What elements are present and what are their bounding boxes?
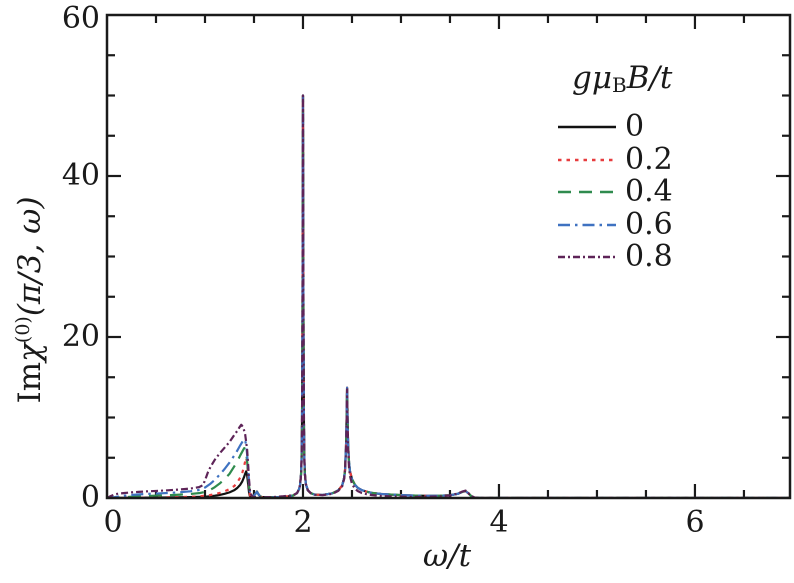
legend-label: 0	[625, 109, 645, 145]
x-axis-label: ω/t	[422, 538, 472, 574]
y-axis-label: Imχ(0)(π/3, ω)	[12, 196, 48, 404]
legend-title: gμBB/t	[572, 60, 673, 97]
legend-line-dashdotdot	[558, 255, 616, 259]
y-tick-label-40: 40	[61, 158, 100, 193]
legend-line-dashdot	[558, 223, 616, 227]
legend-label: 0.4	[625, 174, 673, 210]
legend-label: 0.6	[625, 206, 673, 242]
legend: gμBB/t 0 0.2 0.4 0.6 0.8	[558, 60, 768, 274]
legend-label: 0.2	[625, 141, 673, 177]
legend-label: 0.8	[625, 239, 673, 275]
y-tick-label-20: 20	[61, 319, 100, 354]
y-tick-label-60: 60	[61, 1, 100, 36]
x-tick-label-2: 2	[293, 505, 313, 540]
y-tick-label-0: 0	[80, 480, 100, 515]
legend-line-dashed	[558, 190, 616, 194]
legend-line-solid	[558, 125, 616, 129]
x-tick-label-4: 4	[489, 505, 509, 540]
legend-line-dotted	[558, 158, 616, 162]
legend-entry-0.2: 0.2	[558, 141, 768, 177]
x-tick-label-0: 0	[103, 505, 123, 540]
legend-entry-0.6: 0.6	[558, 206, 768, 242]
legend-entry-0.4: 0.4	[558, 176, 768, 209]
x-tick-label-6: 6	[685, 505, 705, 540]
legend-entry-0: 0	[558, 111, 768, 144]
legend-entry-0.8: 0.8	[558, 241, 768, 274]
